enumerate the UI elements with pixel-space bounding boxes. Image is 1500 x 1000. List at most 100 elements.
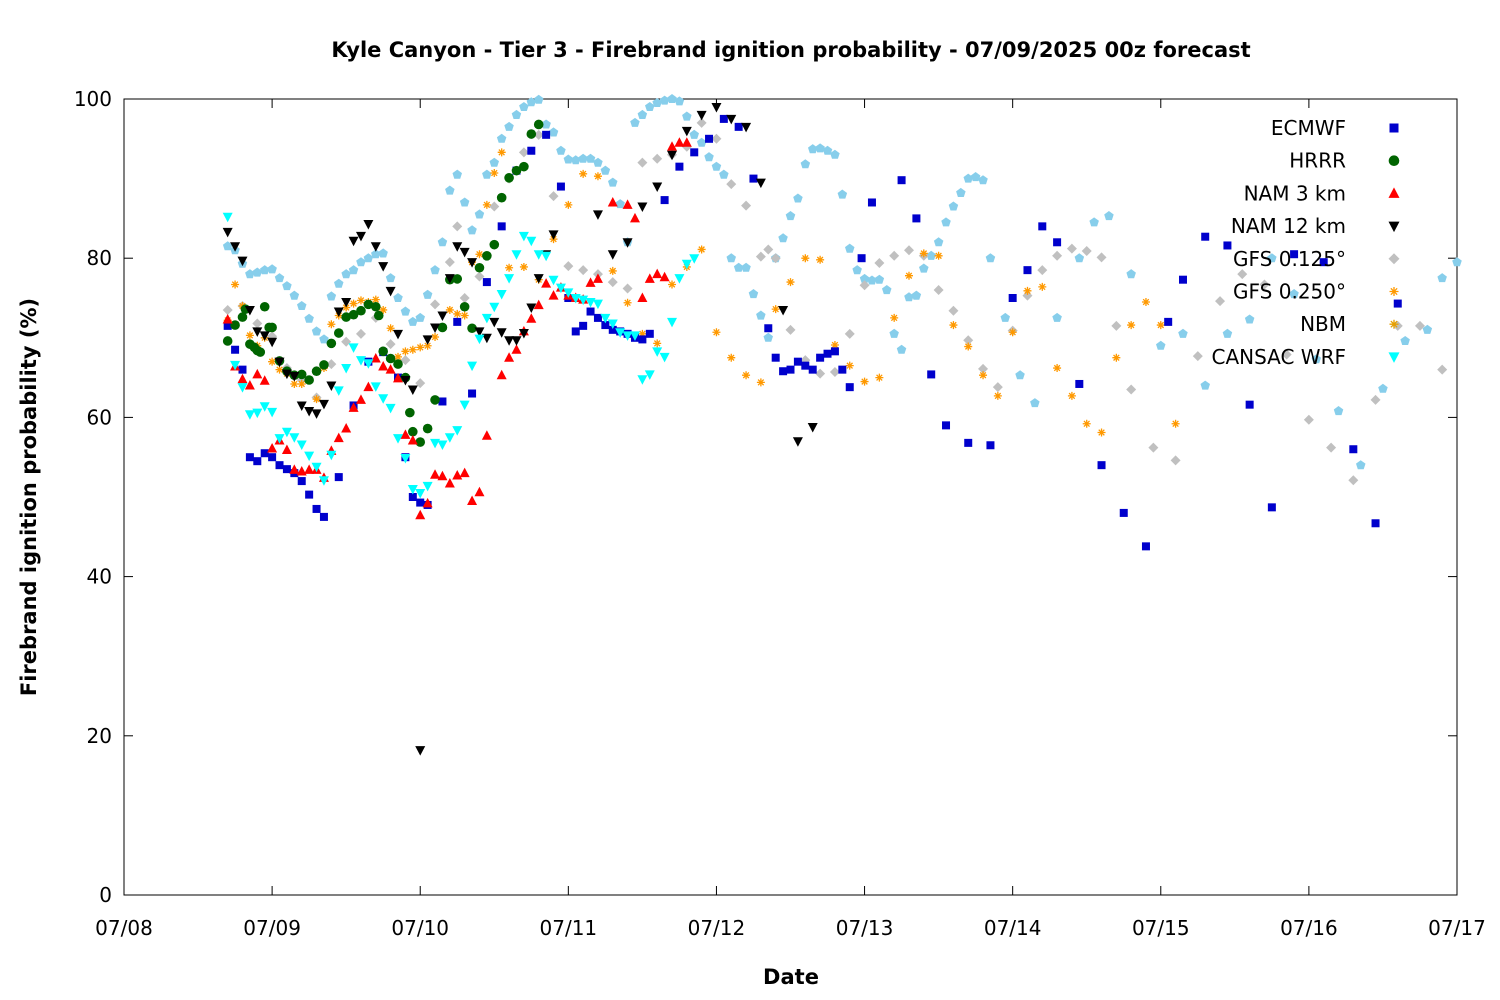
point-gfs-0-250 — [712, 328, 721, 337]
point-cansac-wrf — [667, 317, 678, 328]
point-gfs-0-125-light-blue — [422, 289, 433, 299]
point-gfs-0-125-light-blue — [1104, 211, 1114, 221]
point-ecmwf — [1201, 232, 1210, 241]
point-gfs-0-125-light-blue — [778, 233, 788, 243]
point-gfs-0-125 — [696, 117, 707, 128]
point-gfs-0-125 — [518, 147, 529, 158]
point-gfs-0-250 — [875, 373, 884, 382]
point-nam-3-km — [622, 199, 633, 209]
point-gfs-0-125-light-blue — [1356, 460, 1366, 470]
x-tick-label: 07/10 — [391, 916, 449, 940]
point-gfs-0-125-light-blue — [319, 334, 329, 344]
point-hrrr — [356, 305, 366, 316]
point-gfs-0-125-light-blue — [711, 161, 722, 171]
point-gfs-0-125 — [1259, 279, 1270, 290]
point-hrrr — [378, 346, 388, 357]
point-gfs-0-125-light-blue — [1452, 257, 1462, 267]
point-nam-12-km — [348, 236, 359, 247]
point-nam-3-km — [370, 352, 381, 363]
point-nam-3-km — [430, 469, 441, 479]
point-gfs-0-250 — [1171, 419, 1180, 428]
point-gfs-0-250 — [505, 263, 514, 272]
point-nam-12-km — [792, 437, 803, 447]
point-gfs-0-250 — [445, 305, 454, 314]
point-ecmwf — [801, 361, 810, 370]
legend-label: CANSAC WRF — [1211, 345, 1346, 369]
point-gfs-0-125-light-blue — [385, 273, 396, 283]
point-gfs-0-125-light-blue — [356, 257, 366, 267]
point-gfs-0-125-light-blue — [800, 159, 811, 169]
point-gfs-0-125 — [326, 359, 337, 370]
point-gfs-0-125 — [770, 253, 781, 264]
point-gfs-0-125 — [548, 191, 559, 202]
point-gfs-0-125-light-blue — [933, 237, 944, 247]
point-nam-12-km — [778, 305, 789, 316]
point-cansac-wrf — [304, 451, 315, 462]
point-gfs-0-125 — [622, 283, 633, 294]
legend-label: ECMWF — [1271, 116, 1346, 140]
point-gfs-0-125-light-blue — [726, 253, 736, 263]
point-gfs-0-125 — [341, 336, 352, 347]
point-ecmwf — [579, 321, 588, 330]
point-gfs-0-125-light-blue — [452, 169, 462, 179]
point-gfs-0-125-light-blue — [941, 217, 951, 227]
point-gfs-0-125-light-blue — [815, 143, 825, 153]
point-nam-12-km — [222, 227, 233, 238]
point-gfs-0-125-light-blue — [1126, 269, 1136, 279]
point-gfs-0-125-light-blue — [496, 133, 507, 143]
point-nam-12-km — [481, 333, 492, 344]
point-cansac-wrf — [259, 402, 270, 412]
point-nam-3-km — [481, 430, 492, 440]
point-gfs-0-125-light-blue — [904, 292, 914, 302]
point-nam-12-km — [407, 385, 418, 396]
point-cansac-wrf — [474, 334, 485, 345]
point-hrrr — [267, 322, 277, 333]
point-ecmwf — [986, 441, 995, 450]
point-hrrr — [370, 301, 381, 312]
point-gfs-0-125 — [948, 305, 959, 316]
point-nam-12-km — [237, 256, 248, 267]
point-nam-12-km — [311, 409, 322, 419]
point-cansac-wrf — [407, 485, 418, 495]
point-gfs-0-250 — [453, 309, 462, 318]
point-gfs-0-125-light-blue — [341, 269, 351, 279]
legend-marker — [1388, 187, 1400, 198]
point-gfs-0-125 — [444, 257, 455, 268]
point-nam-3-km — [644, 273, 655, 283]
plot-area-border — [123, 98, 1458, 896]
point-gfs-0-125 — [785, 324, 796, 335]
point-cansac-wrf — [489, 302, 500, 313]
point-hrrr — [348, 309, 359, 320]
point-gfs-0-250 — [623, 298, 632, 307]
point-hrrr — [415, 437, 426, 447]
point-cansac-wrf — [289, 433, 300, 443]
point-ecmwf — [1319, 258, 1328, 267]
point-gfs-0-125 — [1096, 252, 1107, 263]
point-cansac-wrf — [481, 313, 492, 324]
point-cansac-wrf — [615, 328, 626, 338]
point-ecmwf — [690, 148, 699, 157]
point-gfs-0-125 — [844, 328, 855, 339]
point-hrrr — [519, 161, 529, 172]
point-nam-3-km — [333, 432, 344, 443]
point-nam-12-km — [385, 286, 396, 297]
point-gfs-0-125-light-blue — [304, 313, 314, 323]
point-hrrr — [255, 347, 266, 357]
point-nam-12-km — [393, 329, 404, 340]
point-ecmwf — [705, 134, 714, 143]
point-nam-12-km — [526, 303, 537, 314]
point-nam-3-km — [592, 273, 603, 283]
point-gfs-0-125 — [652, 153, 663, 164]
point-ecmwf — [297, 477, 306, 486]
point-gfs-0-125-light-blue — [704, 152, 714, 162]
point-gfs-0-250 — [653, 339, 662, 348]
point-gfs-0-250 — [1156, 321, 1165, 330]
point-nam-12-km — [289, 372, 300, 382]
point-gfs-0-250 — [742, 371, 751, 380]
point-gfs-0-125-light-blue — [578, 153, 588, 163]
point-gfs-0-125-light-blue — [585, 153, 596, 163]
point-gfs-0-125-light-blue — [482, 169, 492, 179]
point-gfs-0-125-light-blue — [1089, 217, 1099, 227]
point-ecmwf — [1038, 222, 1047, 231]
point-gfs-0-250 — [497, 148, 506, 157]
